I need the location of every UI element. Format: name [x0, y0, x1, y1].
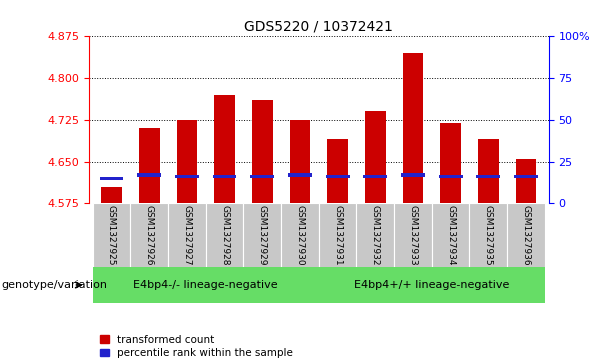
Text: genotype/variation: genotype/variation: [1, 280, 107, 290]
Bar: [131, 203, 168, 269]
Bar: [401, 173, 425, 176]
Bar: [364, 175, 387, 178]
Text: GSM1327930: GSM1327930: [295, 205, 305, 266]
Bar: [356, 203, 394, 269]
Bar: [206, 203, 243, 269]
Text: GSM1327928: GSM1327928: [220, 205, 229, 266]
Bar: [514, 175, 538, 178]
Bar: [213, 175, 237, 178]
Legend: transformed count, percentile rank within the sample: transformed count, percentile rank withi…: [100, 335, 293, 358]
Bar: [432, 203, 470, 269]
Bar: [101, 187, 122, 203]
Bar: [439, 175, 463, 178]
Bar: [326, 175, 349, 178]
Bar: [243, 203, 281, 269]
Bar: [470, 203, 507, 269]
Text: GSM1327934: GSM1327934: [446, 205, 455, 266]
Title: GDS5220 / 10372421: GDS5220 / 10372421: [245, 20, 393, 34]
Bar: [319, 267, 545, 303]
Bar: [288, 173, 312, 176]
Bar: [440, 123, 461, 203]
Text: GSM1327926: GSM1327926: [145, 205, 154, 266]
Bar: [403, 53, 424, 203]
Bar: [214, 95, 235, 203]
Bar: [327, 139, 348, 203]
Bar: [252, 100, 273, 203]
Bar: [93, 203, 131, 269]
Bar: [281, 203, 319, 269]
Bar: [319, 203, 356, 269]
Bar: [476, 175, 500, 178]
Bar: [365, 111, 386, 203]
Bar: [289, 120, 310, 203]
Bar: [99, 176, 123, 180]
Bar: [137, 173, 161, 176]
Bar: [478, 139, 499, 203]
Bar: [177, 120, 197, 203]
Bar: [250, 175, 274, 178]
Bar: [507, 203, 545, 269]
Text: GSM1327935: GSM1327935: [484, 205, 493, 266]
Text: E4bp4-/- lineage-negative: E4bp4-/- lineage-negative: [134, 280, 278, 290]
Bar: [168, 203, 206, 269]
Text: GSM1327927: GSM1327927: [182, 205, 191, 266]
Bar: [394, 203, 432, 269]
Text: GSM1327932: GSM1327932: [371, 205, 380, 266]
Bar: [93, 267, 319, 303]
Text: GSM1327931: GSM1327931: [333, 205, 342, 266]
Text: GSM1327933: GSM1327933: [408, 205, 417, 266]
Text: GSM1327925: GSM1327925: [107, 205, 116, 266]
Text: GSM1327936: GSM1327936: [522, 205, 530, 266]
Bar: [175, 175, 199, 178]
Text: GSM1327929: GSM1327929: [257, 205, 267, 266]
Bar: [516, 159, 536, 203]
Bar: [139, 128, 159, 203]
Text: E4bp4+/+ lineage-negative: E4bp4+/+ lineage-negative: [354, 280, 509, 290]
